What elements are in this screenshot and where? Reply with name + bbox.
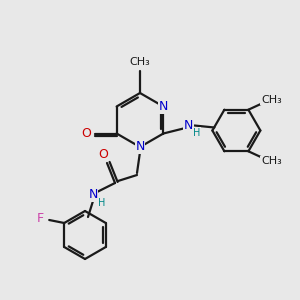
Text: N: N — [159, 100, 168, 113]
Text: CH₃: CH₃ — [261, 156, 282, 166]
Text: CH₃: CH₃ — [261, 95, 282, 105]
Text: H: H — [98, 198, 106, 208]
Text: N: N — [184, 119, 193, 132]
Text: F: F — [37, 212, 44, 226]
Text: O: O — [98, 148, 108, 160]
Text: N: N — [135, 140, 145, 154]
Text: CH₃: CH₃ — [130, 57, 150, 67]
Text: N: N — [88, 188, 98, 202]
Text: O: O — [82, 127, 92, 140]
Text: H: H — [193, 128, 200, 137]
